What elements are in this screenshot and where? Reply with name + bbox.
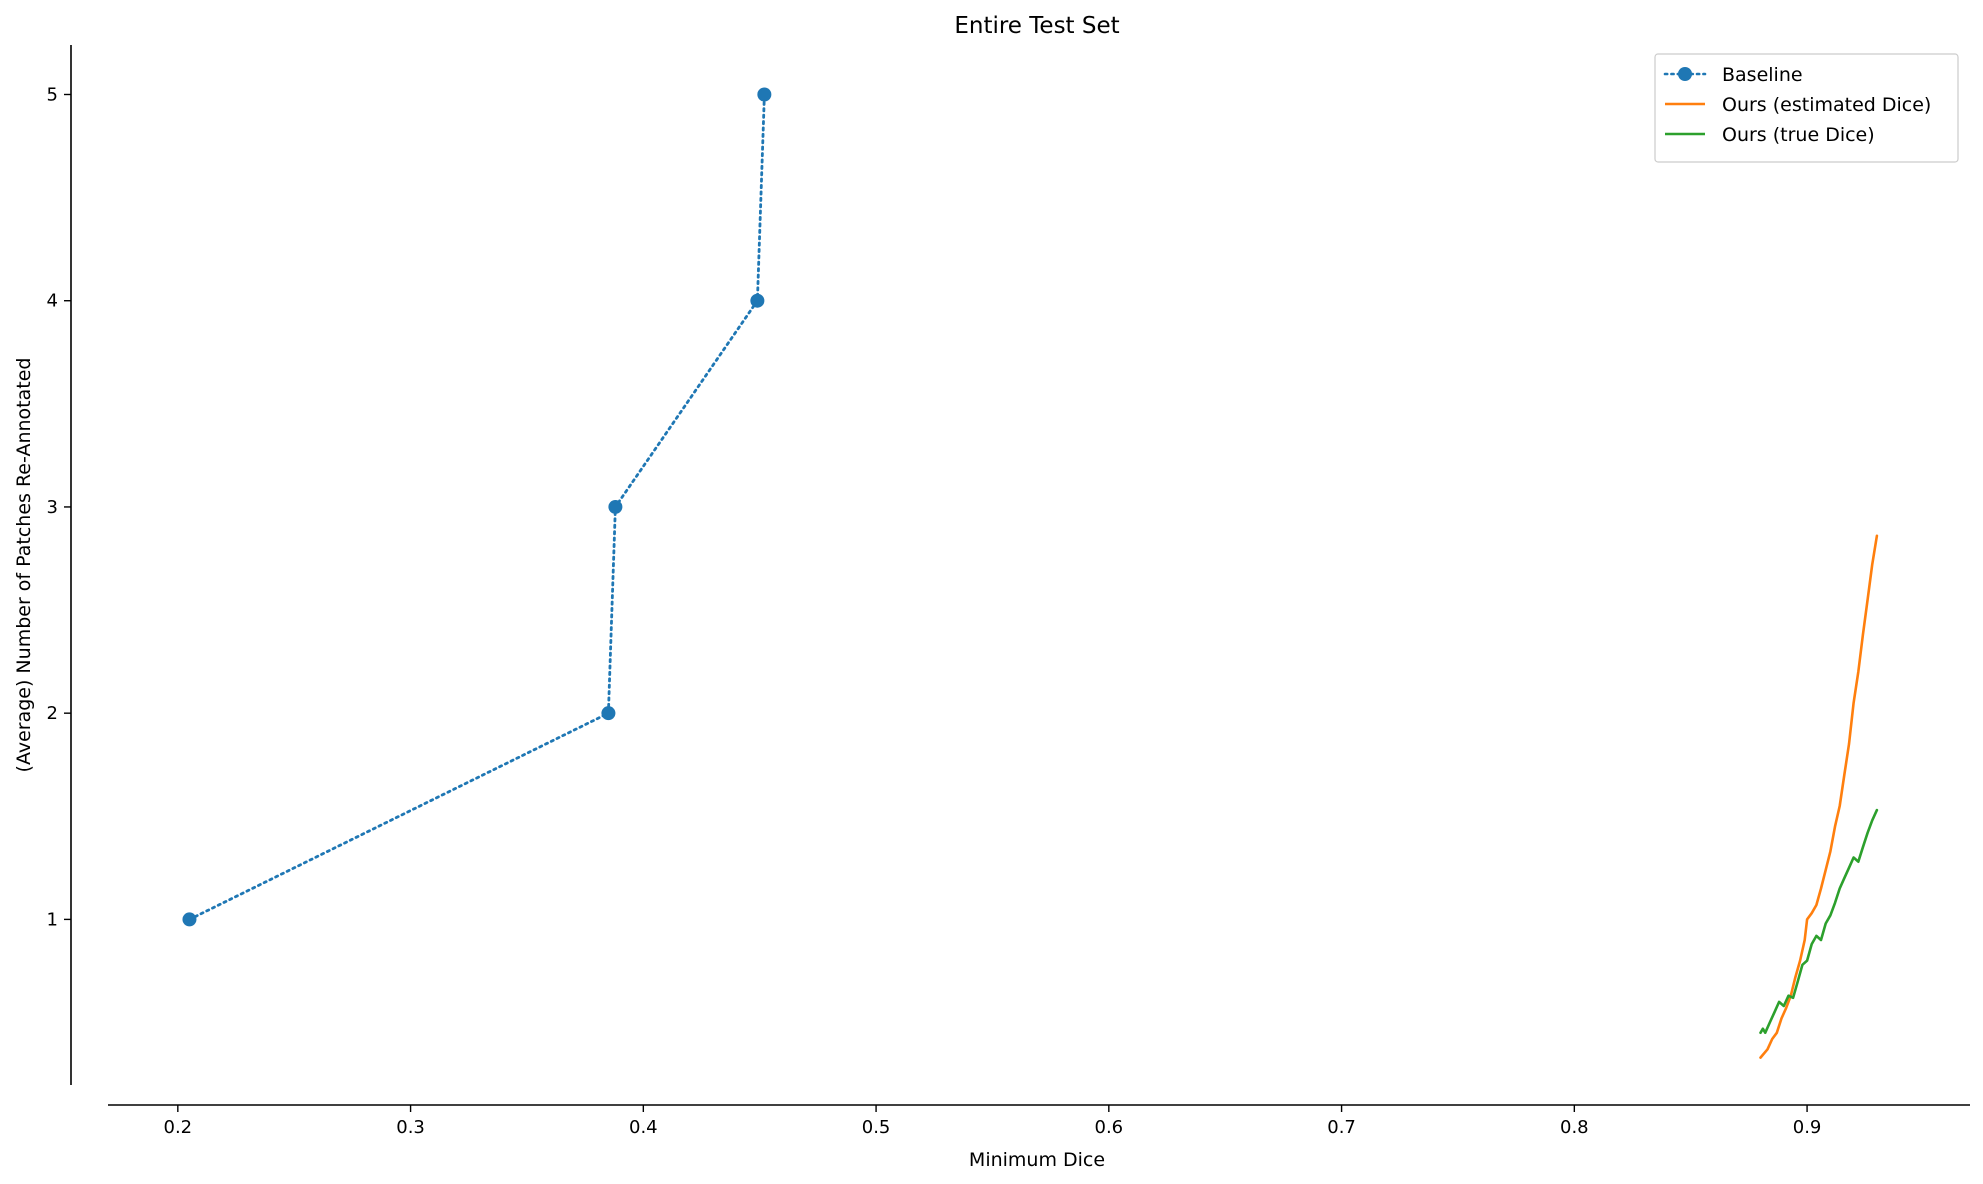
y-tick-label: 2	[47, 703, 58, 724]
y-tick-label: 3	[47, 497, 58, 518]
x-tick-label: 0.8	[1560, 1117, 1589, 1138]
x-tick-label: 0.9	[1793, 1117, 1822, 1138]
x-tick-label: 0.7	[1327, 1117, 1356, 1138]
x-axis-label: Minimum Dice	[969, 1149, 1105, 1171]
x-tick-label: 0.3	[396, 1117, 425, 1138]
legend-box	[1654, 53, 1959, 163]
axes	[70, 45, 1970, 1106]
data-point-baseline	[608, 499, 623, 514]
legend-label: Ours (true Dice)	[1722, 124, 1875, 146]
y-tick-label: 5	[47, 84, 58, 105]
legend-item-ours-true-dice: Ours (true Dice)	[1665, 124, 1875, 146]
legend-entries: Baseline Ours (estimated Dice) Ours (true …	[1663, 64, 1931, 146]
data-point-baseline	[601, 706, 616, 721]
series-line-baseline	[188, 93, 766, 921]
y-ticks: 1 2 3 4 5	[47, 84, 71, 930]
data-point-baseline	[757, 87, 772, 102]
legend-label: Ours (estimated Dice)	[1722, 94, 1931, 116]
series-line-ours-true-dice	[1759, 808, 1879, 1035]
legend-marker	[1678, 67, 1692, 81]
x-tick-label: 0.4	[629, 1117, 658, 1138]
x-ticks: 0.2 0.3 0.4 0.5 0.6 0.7 0.8 0.9	[164, 1105, 1822, 1138]
legend-item-baseline: Baseline	[1663, 64, 1803, 86]
series-group	[182, 87, 1879, 1059]
x-tick-label: 0.2	[164, 1117, 193, 1138]
series-line-ours-estimated-dice	[1759, 534, 1879, 1059]
x-tick-label: 0.5	[862, 1117, 891, 1138]
x-tick-label: 0.6	[1095, 1117, 1124, 1138]
chart-title: Entire Test Set	[954, 13, 1119, 39]
y-tick-label: 4	[47, 291, 58, 312]
y-axis-label: (Average) Number of Patches Re-Annotated	[13, 358, 35, 773]
legend: Baseline Ours (estimated Dice) Ours (true …	[1654, 53, 1959, 163]
y-tick-label: 1	[47, 909, 58, 930]
data-point-baseline	[182, 912, 197, 927]
legend-item-ours-estimated-dice: Ours (estimated Dice)	[1665, 94, 1931, 116]
data-point-baseline	[750, 293, 765, 308]
legend-label: Baseline	[1722, 64, 1803, 86]
